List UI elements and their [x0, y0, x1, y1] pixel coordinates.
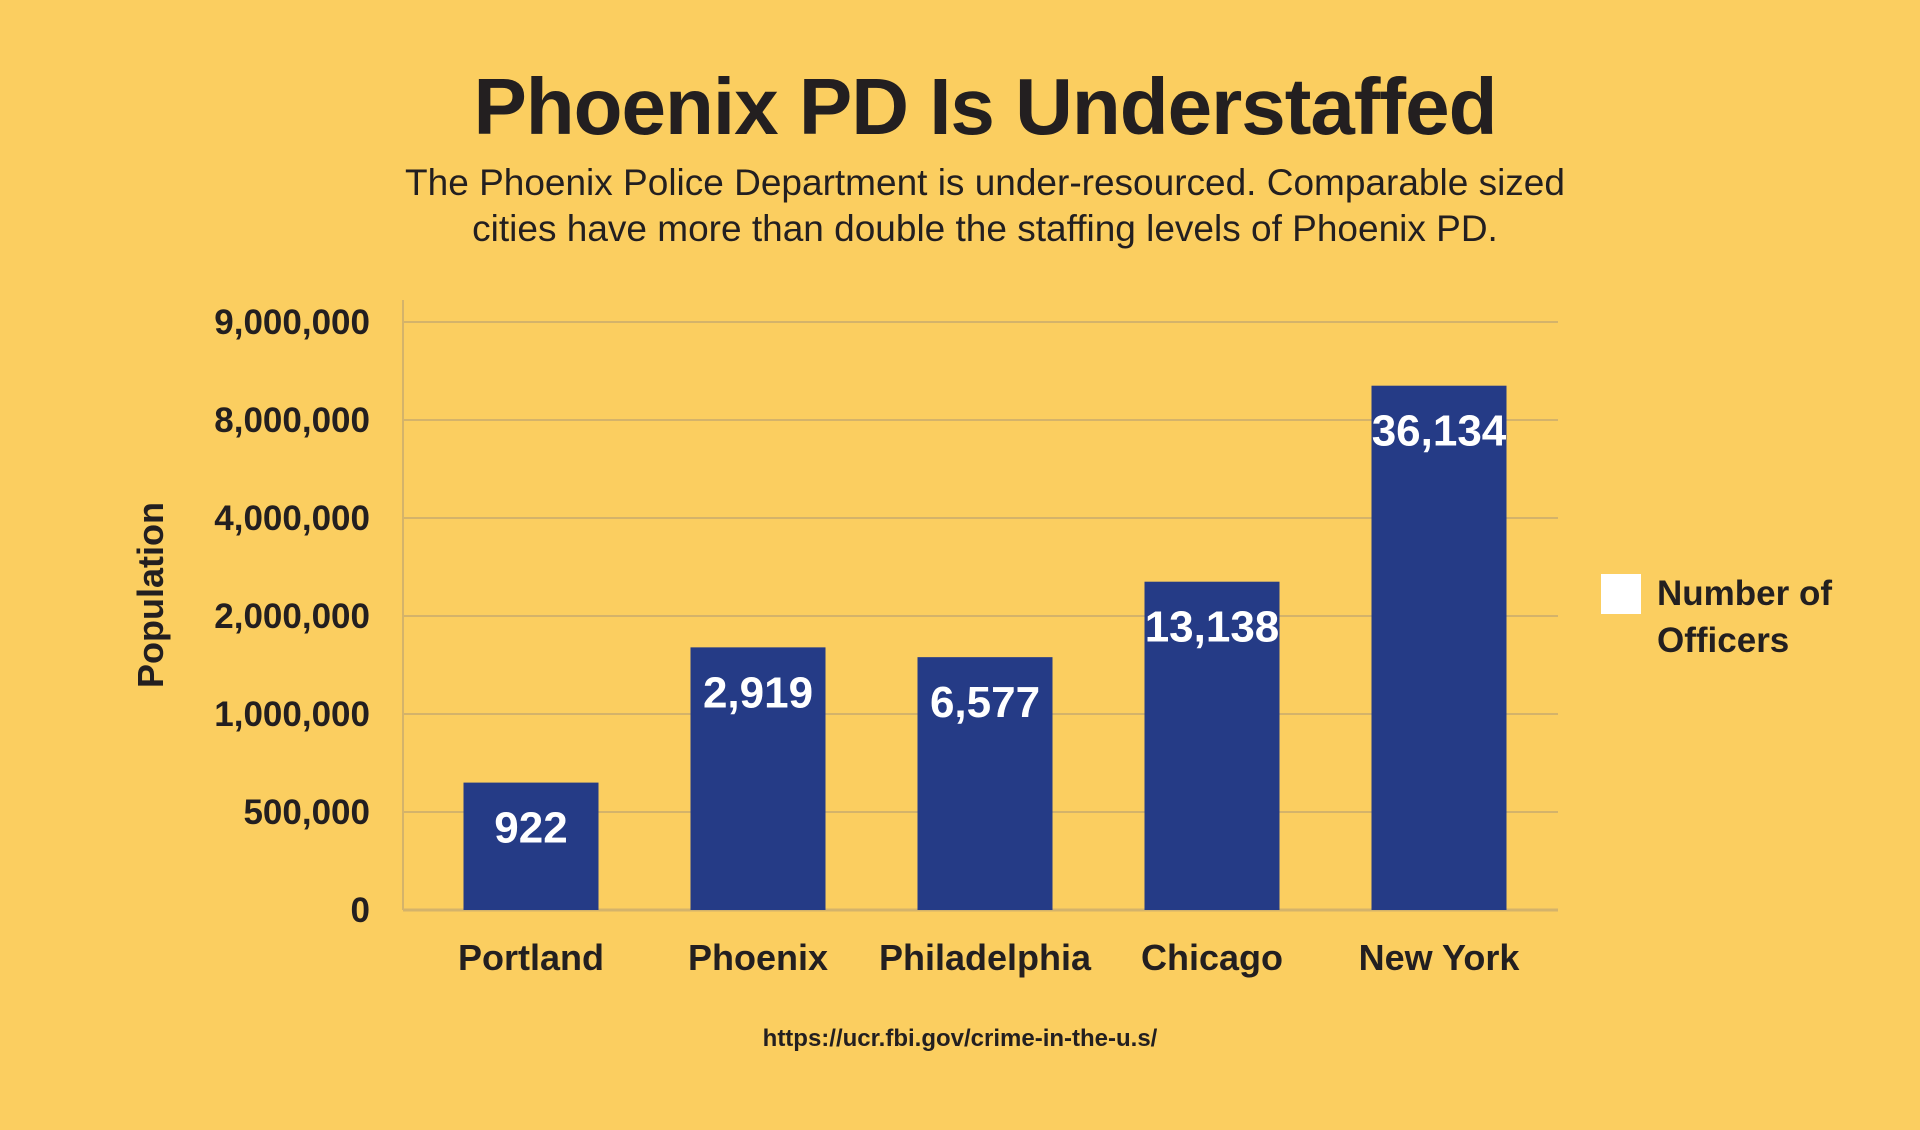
bar-new-york [1371, 385, 1507, 910]
y-tick-label: 500,000 [243, 793, 370, 832]
y-tick-label: 1,000,000 [214, 695, 370, 734]
y-tick-label: 4,000,000 [214, 499, 370, 538]
x-category-label: Portland [458, 937, 604, 978]
bar-portland [463, 782, 599, 910]
chart-title: Phoenix PD Is Understaffed [473, 62, 1497, 151]
x-category-label: Chicago [1141, 937, 1283, 978]
bars [463, 385, 1507, 910]
bar-value-label: 13,138 [1145, 603, 1280, 652]
bar-chicago [1144, 581, 1280, 910]
y-tick-label: 8,000,000 [214, 401, 370, 440]
chart-subtitle: The Phoenix Police Department is under-r… [405, 162, 1565, 249]
legend: Number of Officers [1601, 572, 1837, 664]
bar-labels: 922 2,919 6,577 13,138 36,134 [494, 407, 1507, 853]
y-axis-label: Population [130, 502, 171, 688]
x-category-label: New York [1359, 937, 1521, 978]
bar-philadelphia [917, 657, 1053, 910]
bar-value-label: 922 [494, 804, 567, 853]
y-tick-label: 2,000,000 [214, 597, 370, 636]
y-tick-label: 9,000,000 [214, 303, 370, 342]
legend-swatch [1601, 574, 1641, 614]
bar-value-label: 36,134 [1372, 407, 1507, 456]
bar-value-label: 6,577 [930, 678, 1040, 727]
source-url: https://ucr.fbi.gov/crime-in-the-u.s/ [762, 1025, 1158, 1052]
bar-phoenix [690, 647, 826, 910]
y-axis-ticks: 0 500,000 1,000,000 2,000,000 4,000,000 8,000… [214, 303, 370, 930]
y-tick-label: 0 [351, 891, 370, 930]
x-axis-categories: Portland Phoenix Philadelphia Chicago New Yo… [458, 937, 1520, 978]
x-category-label: Phoenix [688, 937, 828, 978]
x-category-label: Philadelphia [879, 937, 1092, 978]
legend-label: Number of Officers [1657, 574, 1832, 660]
bar-value-label: 2,919 [703, 668, 813, 717]
